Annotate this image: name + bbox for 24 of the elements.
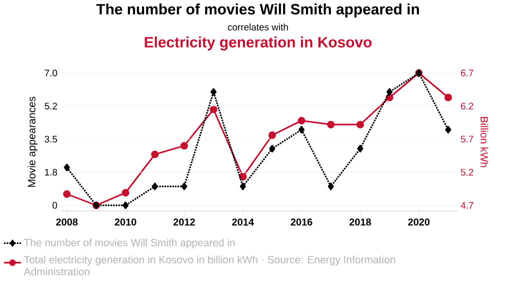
chart-subtitle: correlates with: [228, 24, 288, 30]
y2-tick-label: 5.2: [460, 168, 474, 176]
y-tick-label: 0: [52, 202, 58, 209]
y-tick-label: 7.0: [44, 70, 58, 76]
y2-tick-label: 6.2: [461, 102, 474, 110]
chart-title: The number of movies Will Smith appeared in: [96, 4, 419, 18]
y2-tick-label: 4.7: [460, 202, 474, 209]
x-tick-label: 2014: [232, 218, 254, 226]
legend-label: The number of movies Will Smith appeared in: [24, 238, 235, 248]
x-tick-label: 2020: [408, 218, 430, 226]
x-tick-label: 2018: [349, 218, 371, 226]
y-tick-label: 1.8: [45, 168, 58, 176]
y2-tick-label: 5.7: [460, 136, 474, 142]
x-tick-label: 2010: [114, 218, 136, 226]
x-tick-label: 2008: [56, 218, 78, 226]
x-tick-label: 2016: [290, 218, 312, 226]
x-tick-label: 2012: [173, 218, 195, 226]
y-axis-title: Movie appearances: [28, 96, 38, 187]
y-tick-label: 5.2: [44, 102, 58, 110]
y-tick-label: 3.5: [44, 136, 58, 143]
y2-tick-label: 6.7: [461, 70, 474, 76]
legend-label: Total electricity generation in Kosovo in billion kWh · Source: Energy Information Administration: [24, 256, 395, 276]
y2-axis-title: Billion kWh: [480, 116, 488, 168]
text: Electricity generation in Kosovo: [144, 36, 372, 51]
